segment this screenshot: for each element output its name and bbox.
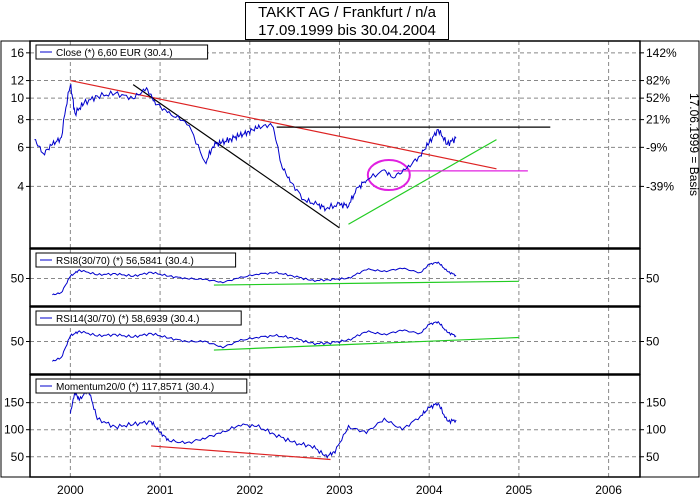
panel-frame-0	[29, 40, 641, 249]
series-layer	[34, 83, 457, 459]
x-tick-label-2004: 2004	[416, 483, 443, 497]
y-tick-label-left-p2-0: 50	[11, 335, 25, 349]
trendline-green-p2-0	[213, 336, 519, 351]
y-tick-label-left-p3-0: 150	[4, 396, 24, 410]
legend-label-momentum: Momentum20/0 (*) 117,8571 (30.4.)	[56, 382, 214, 393]
series-line-price	[34, 83, 457, 212]
y-tick-label-left-p0-0: 16	[11, 46, 25, 60]
grid-layer	[26, 41, 644, 477]
trendline-black-p0-1	[132, 84, 340, 229]
y-tick-label-right-p0-0: 142%	[646, 46, 677, 60]
y-tick-label-left-p3-1: 100	[4, 423, 24, 437]
chart-title-box: TAKKT AG / Frankfurt / n/a 17.09.1999 bi…	[245, 2, 449, 40]
y-tick-label-right-p3-0: 150	[646, 396, 666, 410]
text-layer: 2000 2001 2002 2003 2004 2005 2006 16 142% 12 82% 1…	[4, 44, 700, 497]
trendline-layer	[70, 79, 551, 461]
x-tick-label-2002: 2002	[236, 483, 263, 497]
y-tick-label-left-p0-2: 10	[11, 91, 25, 105]
x-tick-label-2005: 2005	[506, 483, 533, 497]
legend-box-price	[35, 44, 209, 60]
x-tick-label-2001: 2001	[147, 483, 174, 497]
x-tick-label-2006: 2006	[595, 483, 622, 497]
y-tick-label-right-p0-4: -9%	[646, 140, 668, 154]
y-tick-label-left-p0-5: 4	[17, 179, 24, 193]
y-tick-label-right-p0-5: -39%	[646, 179, 674, 193]
highlight-ellipse	[366, 159, 411, 192]
panel-frame-1	[29, 248, 641, 307]
legend-label-rsi14: RSI14(30/70) (*) 58,6939 (30.4.)	[56, 314, 199, 325]
trendline-green-p1-0	[213, 280, 519, 286]
legend-box-rsi8	[35, 252, 237, 268]
trendline-red-p0-0	[70, 79, 497, 170]
panel-frame-2	[29, 306, 641, 375]
y-tick-label-left-p0-1: 12	[11, 74, 25, 88]
y-tick-label-right-p3-2: 50	[646, 450, 660, 464]
chart-subtitle: 17.09.1999 bis 30.04.2004	[258, 22, 436, 39]
y-tick-label-left-p1-0: 50	[11, 272, 25, 286]
legend-box-rsi14	[35, 310, 242, 326]
y-tick-label-right-p0-2: 52%	[646, 91, 670, 105]
legend-label-price: Close (*) 6,60 EUR (30.4.)	[56, 48, 173, 59]
panels-layer	[0, 40, 700, 478]
y-tick-label-left-p3-2: 50	[11, 450, 25, 464]
trendline-red-p3-0	[151, 445, 331, 461]
trendline-green-p0-3	[348, 139, 497, 225]
y-tick-label-left-p0-3: 8	[17, 113, 24, 127]
y-tick-label-right-p0-1: 82%	[646, 74, 670, 88]
y-tick-label-right-p0-3: 21%	[646, 113, 670, 127]
x-tick-label-2000: 2000	[57, 483, 84, 497]
x-tick-label-2003: 2003	[326, 483, 353, 497]
right-axis-label: 17.06.1999 = Basis	[687, 93, 700, 196]
legend-label-rsi8: RSI8(30/70) (*) 56,5841 (30.4.)	[56, 256, 194, 267]
y-tick-label-right-p2-0: 50	[646, 335, 660, 349]
series-line-rsi8	[52, 261, 457, 296]
series-line-rsi14	[52, 320, 457, 362]
legend-box-momentum	[35, 378, 248, 394]
outer-frame	[0, 40, 700, 478]
y-tick-label-right-p1-0: 50	[646, 272, 660, 286]
y-tick-label-right-p3-1: 100	[646, 423, 666, 437]
chart-title: TAKKT AG / Frankfurt / n/a	[258, 4, 436, 21]
y-tick-label-left-p0-4: 6	[17, 140, 24, 154]
series-line-momentum	[69, 387, 457, 459]
